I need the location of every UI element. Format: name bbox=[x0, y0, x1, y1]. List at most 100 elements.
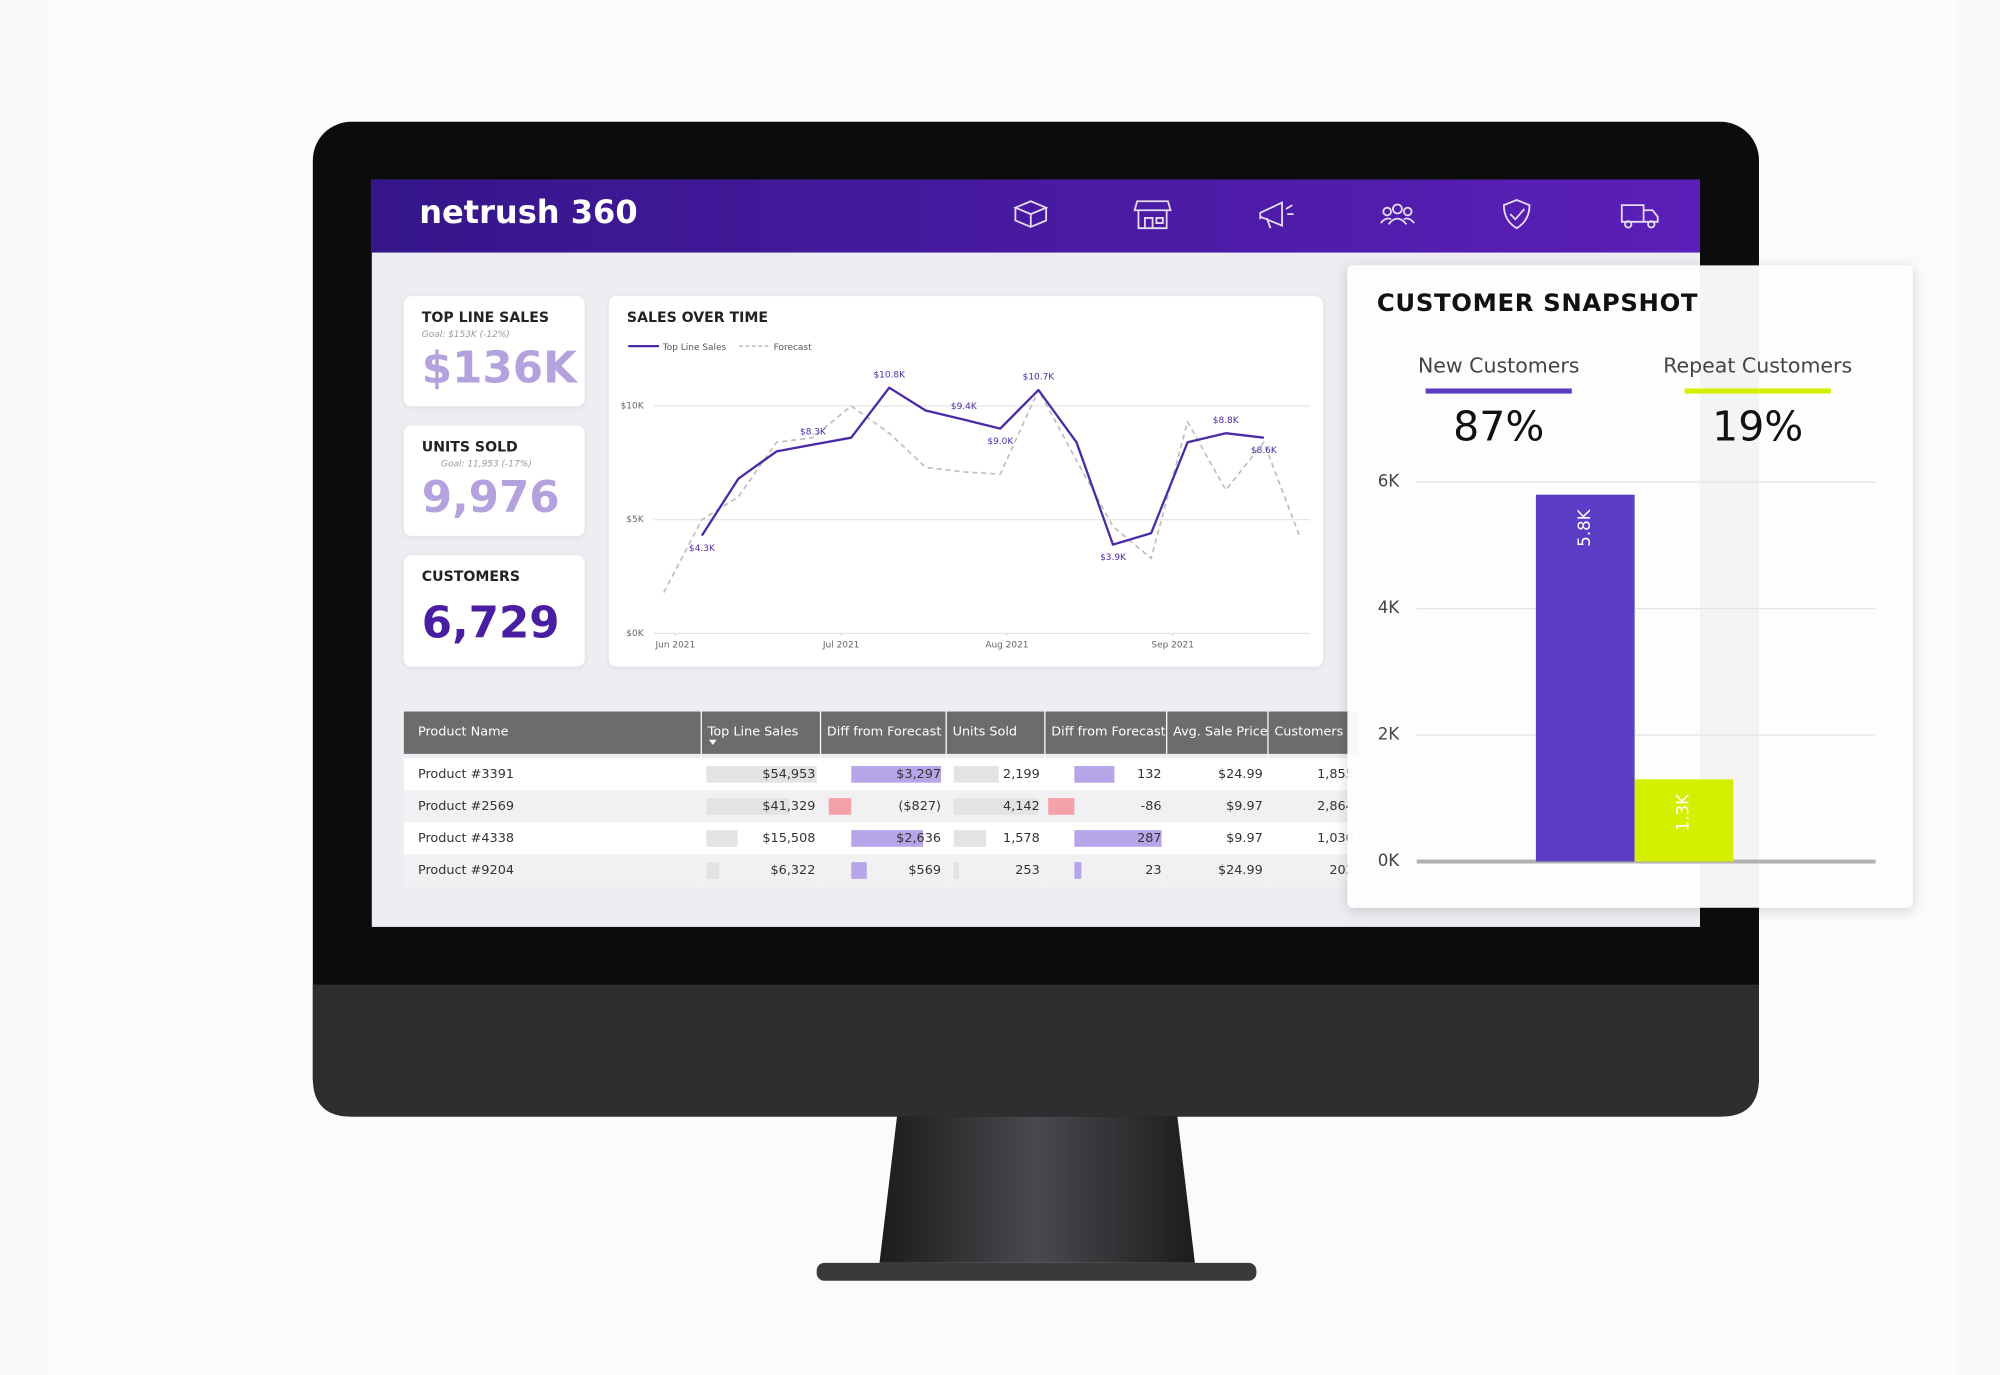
product-name: Product #9204 bbox=[418, 863, 514, 878]
kpi-title: TOP LINE SALES bbox=[422, 310, 549, 326]
cell-value: $2,636 bbox=[896, 831, 941, 846]
data-bar bbox=[1074, 830, 1162, 847]
data-bar bbox=[953, 798, 1039, 815]
kpi-card bbox=[403, 296, 585, 407]
data-label: $3.9K bbox=[1100, 553, 1127, 563]
data-bar bbox=[953, 766, 999, 783]
cell-value: $6,322 bbox=[771, 863, 816, 878]
column-header: Product Name bbox=[418, 725, 509, 740]
cell-value: $24.99 bbox=[1218, 767, 1263, 782]
y-tick-label: $0K bbox=[626, 629, 644, 639]
column-header: Customers bbox=[1274, 725, 1343, 740]
x-tick-label: Jul 2021 bbox=[822, 640, 860, 650]
kpi-card bbox=[403, 555, 585, 667]
sort-indicator bbox=[708, 739, 717, 745]
cell-value: $9.97 bbox=[1226, 799, 1263, 814]
cell-value: 1,030 bbox=[1317, 831, 1354, 846]
kpi-goal: Goal: $153K (-12%) bbox=[422, 330, 510, 340]
nav-products[interactable] bbox=[1013, 200, 1049, 228]
cell-value: 2,864 bbox=[1317, 799, 1354, 814]
logo: netrush 360 bbox=[419, 193, 637, 231]
data-bar bbox=[706, 798, 790, 815]
kpi-title: CUSTOMERS bbox=[422, 569, 520, 585]
data-bar bbox=[1074, 766, 1115, 783]
monitor-stand bbox=[879, 1112, 1195, 1263]
bar bbox=[1634, 779, 1734, 862]
app-header bbox=[371, 179, 1700, 253]
kpi-card bbox=[403, 425, 585, 536]
data-label: $10.8K bbox=[873, 370, 906, 380]
chart-title: CUSTOMER SNAPSHOT bbox=[1377, 288, 1698, 317]
data-label: $4.3K bbox=[689, 544, 716, 554]
percent-label: 19% bbox=[1712, 402, 1803, 450]
category-underline bbox=[1425, 388, 1572, 394]
column-header: Avg. Sale Price bbox=[1173, 725, 1268, 740]
data-bar bbox=[953, 830, 987, 847]
bar bbox=[1535, 494, 1635, 862]
data-bar bbox=[851, 862, 867, 879]
cell-value: 1,855 bbox=[1317, 767, 1354, 782]
product-name: Product #3391 bbox=[418, 767, 514, 782]
cell-value: 132 bbox=[1137, 767, 1161, 782]
monitor-base bbox=[816, 1262, 1257, 1281]
kpi-cards: TOP LINE SALES Goal: $153K (-12%) $136K UNI… bbox=[403, 296, 585, 667]
nav-marketing[interactable] bbox=[1259, 201, 1294, 229]
cell-value: 23 bbox=[1145, 863, 1161, 878]
data-bar bbox=[1048, 798, 1075, 815]
nav-customers[interactable] bbox=[1380, 203, 1415, 225]
data-label: $9.0K bbox=[987, 437, 1014, 447]
cell-value: $54,953 bbox=[762, 767, 815, 782]
x-tick-label: Sep 2021 bbox=[1151, 640, 1194, 650]
legend-label: Top Line Sales bbox=[662, 343, 727, 353]
line-chart-card: SALES OVER TIME $0K $5K $10K Jun 2021 Jul 202… bbox=[608, 296, 1324, 667]
cell-value: 287 bbox=[1137, 831, 1161, 846]
card bbox=[608, 296, 1324, 667]
product-name: Product #4338 bbox=[418, 831, 514, 846]
column-header: Diff from Forecast bbox=[1051, 725, 1165, 740]
cell-value: 1,578 bbox=[1003, 831, 1040, 846]
data-bar bbox=[953, 862, 960, 879]
monitor-chin bbox=[312, 984, 1759, 1117]
data-bar bbox=[706, 862, 720, 879]
data-bar bbox=[706, 766, 817, 783]
data-label: $8.3K bbox=[800, 427, 827, 437]
cell-value: 2,199 bbox=[1003, 767, 1040, 782]
legend-label: Forecast bbox=[774, 343, 812, 353]
category-label: New Customers bbox=[1418, 354, 1579, 378]
y-tick-label: 0K bbox=[1378, 851, 1401, 870]
product-table: Product Name Top Line Sales Diff from Fore… bbox=[403, 711, 1359, 888]
data-bar bbox=[706, 830, 738, 847]
data-label: $9.4K bbox=[951, 402, 978, 412]
y-tick-label: 4K bbox=[1378, 598, 1401, 617]
nav-store[interactable] bbox=[1133, 200, 1172, 230]
percent-label: 87% bbox=[1453, 402, 1544, 450]
table-row bbox=[403, 790, 1359, 823]
kpi-value: 9,976 bbox=[422, 473, 560, 523]
category-underline bbox=[1684, 388, 1831, 394]
nav-icons bbox=[1013, 199, 1659, 230]
chart-title: SALES OVER TIME bbox=[627, 310, 768, 326]
column-header: Units Sold bbox=[953, 725, 1018, 740]
kpi-goal: Goal: 11,953 (-17%) bbox=[441, 460, 532, 470]
data-bar bbox=[851, 830, 924, 847]
nav-security[interactable] bbox=[1502, 199, 1531, 230]
cell-value: $15,508 bbox=[762, 831, 815, 846]
data-label: $8.6K bbox=[1251, 446, 1278, 456]
table-header bbox=[403, 711, 1359, 754]
table-row bbox=[403, 854, 1359, 887]
y-tick-label: $10K bbox=[621, 401, 645, 411]
kpi-value: 6,729 bbox=[422, 599, 560, 649]
data-bar bbox=[828, 798, 852, 815]
data-label: 5.8K bbox=[1575, 508, 1594, 546]
x-tick-label: Aug 2021 bbox=[985, 640, 1028, 650]
column-header: Diff from Forecast bbox=[827, 725, 941, 740]
nav-shipping[interactable] bbox=[1620, 204, 1659, 229]
forecast-line bbox=[663, 389, 1302, 593]
product-name: Product #2569 bbox=[418, 799, 514, 814]
cell-value: -86 bbox=[1141, 799, 1162, 814]
y-tick-label: 6K bbox=[1378, 472, 1401, 491]
kpi-title: UNITS SOLD bbox=[422, 439, 518, 455]
kpi-value: $136K bbox=[422, 344, 579, 394]
